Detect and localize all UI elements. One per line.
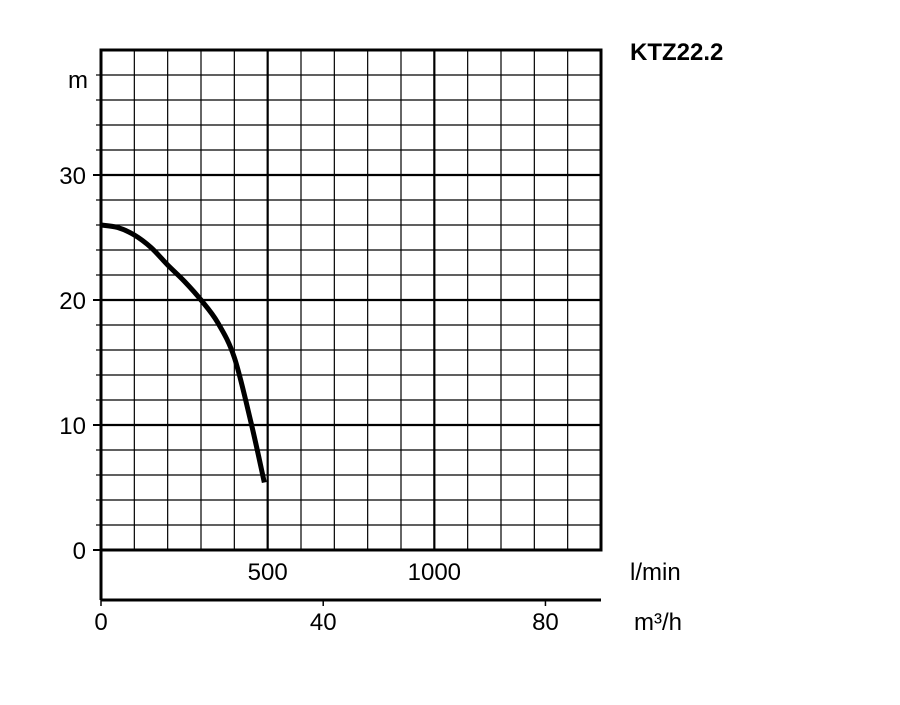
x-tick-label: 500 — [248, 559, 288, 586]
x2-axis-label: m³/h — [634, 609, 682, 636]
y-tick-label: 0 — [73, 538, 86, 565]
y-axis-label: m — [68, 67, 88, 94]
x-tick-label: 1000 — [408, 559, 461, 586]
pump-curve-line — [100, 222, 267, 484]
x2-tick-label: 80 — [532, 609, 559, 636]
y-tick-label: 10 — [59, 413, 86, 440]
chart-title: KTZ22.2 — [630, 39, 723, 66]
axes: 0 10 20 30 500 1000 0 40 80 — [59, 48, 603, 636]
y-tick-label: 30 — [59, 163, 86, 190]
x-axis-label: l/min — [630, 559, 681, 586]
x2-tick-label: 40 — [310, 609, 337, 636]
grid — [96, 50, 601, 550]
y-tick-label: 20 — [59, 288, 86, 315]
x2-tick-label: 0 — [94, 609, 107, 636]
series-curve — [100, 222, 267, 484]
